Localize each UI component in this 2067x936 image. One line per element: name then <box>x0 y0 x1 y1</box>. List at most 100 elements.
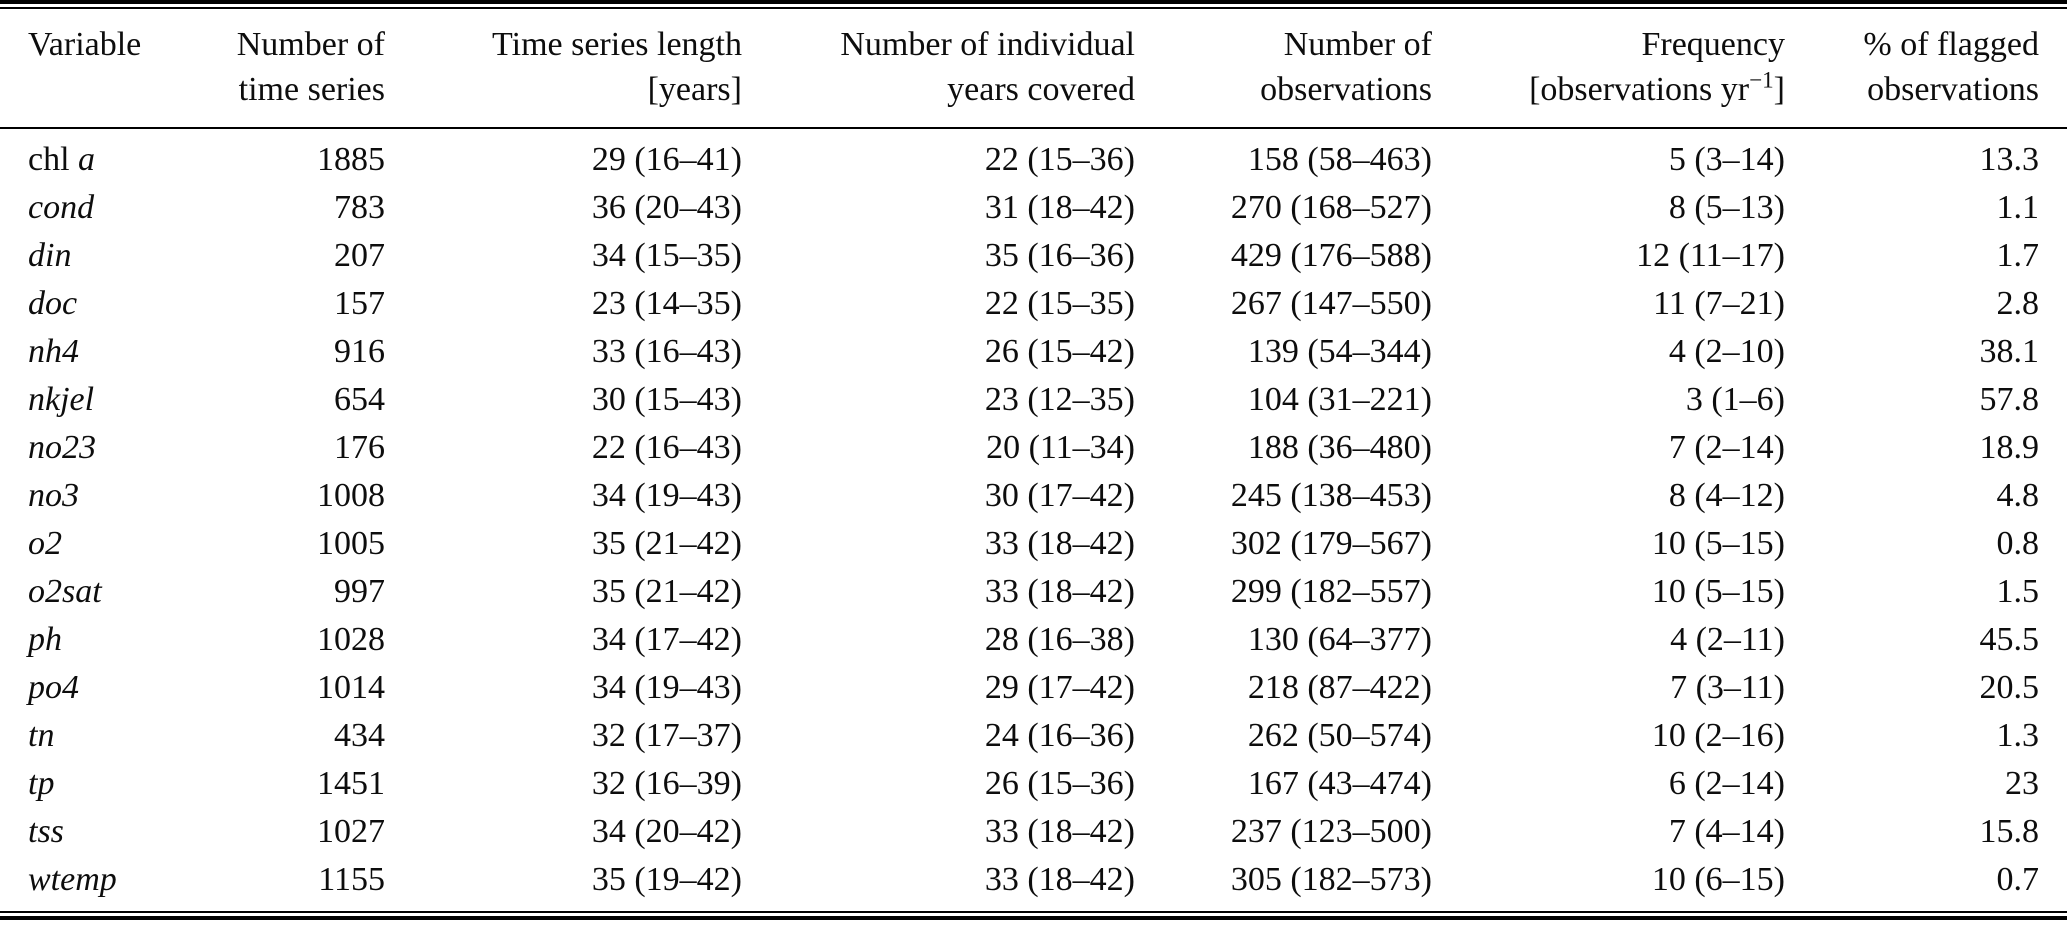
header-years-covered: Number of individual years covered <box>742 9 1135 129</box>
cell-frequency: 7 (2–14) <box>1668 429 1785 466</box>
cell-pct-flagged: 18.9 <box>1979 429 2040 466</box>
variable-name: a <box>78 141 96 178</box>
cell-years-covered: 33 (18–42) <box>984 813 1135 850</box>
cell-time-series-length: 33 (16–43) <box>591 333 742 370</box>
cell-num-observations: 158 (58–463) <box>1247 141 1432 178</box>
cell-pct-flagged: 0.8 <box>1996 525 2040 562</box>
cell-time-series-length: 22 (16–43) <box>591 429 742 466</box>
cell-num-observations: 167 (43–474) <box>1247 765 1432 802</box>
variable-name: o2sat <box>28 573 102 610</box>
cell-pct-flagged: 23 <box>2005 765 2039 802</box>
table-row: wtemp 1155 35 (19–42) 33 (18–42) 305 (18… <box>0 856 2067 911</box>
cell-frequency: 6 (2–14) <box>1668 765 1785 802</box>
table-header: Variable Number of time series Time seri… <box>0 9 2067 129</box>
table-row: din 207 34 (15–35) 35 (16–36) 429 (176–5… <box>0 232 2067 280</box>
summary-statistics-table: Variable Number of time series Time seri… <box>0 9 2067 911</box>
header-pct-flagged: % of flagged observations <box>1785 9 2067 129</box>
cell-time-series-length: 32 (17–37) <box>591 717 742 754</box>
variable-name: po4 <box>28 669 79 706</box>
variable-name: tn <box>28 717 55 754</box>
cell-pct-flagged: 15.8 <box>1979 813 2040 850</box>
cell-frequency: 10 (6–15) <box>1651 861 1785 898</box>
cell-variable: no23 <box>0 424 185 472</box>
cell-num-time-series: 654 <box>334 381 385 418</box>
cell-frequency: 11 (7–21) <box>1653 285 1785 322</box>
header-variable: Variable <box>0 9 185 129</box>
cell-num-time-series: 997 <box>334 573 385 610</box>
variable-prefix: chl <box>28 141 79 178</box>
variable-name: no3 <box>28 477 79 514</box>
cell-frequency: 8 (5–13) <box>1668 189 1785 226</box>
cell-num-observations: 218 (87–422) <box>1247 669 1432 706</box>
table-row: o2sat 997 35 (21–42) 33 (18–42) 299 (182… <box>0 568 2067 616</box>
table-row: nkjel 654 30 (15–43) 23 (12–35) 104 (31–… <box>0 376 2067 424</box>
table-row: tn 434 32 (17–37) 24 (16–36) 262 (50–574… <box>0 712 2067 760</box>
variable-name: o2 <box>28 525 62 562</box>
cell-num-observations: 237 (123–500) <box>1230 813 1432 850</box>
cell-years-covered: 33 (18–42) <box>984 573 1135 610</box>
cell-num-time-series: 1027 <box>317 813 385 850</box>
cell-variable: doc <box>0 280 185 328</box>
cell-num-observations: 262 (50–574) <box>1247 717 1432 754</box>
header-num-series-line1: Number of <box>236 26 385 63</box>
cell-num-observations: 104 (31–221) <box>1247 381 1432 418</box>
header-row: Variable Number of time series Time seri… <box>0 9 2067 129</box>
cell-years-covered: 30 (17–42) <box>984 477 1135 514</box>
cell-frequency: 10 (5–15) <box>1651 525 1785 562</box>
header-length-line2: [years] <box>647 71 742 108</box>
header-obs-line2: observations <box>1260 71 1432 108</box>
variable-name: nh4 <box>28 333 79 370</box>
cell-pct-flagged: 1.3 <box>1996 717 2040 754</box>
cell-pct-flagged: 13.3 <box>1979 141 2040 178</box>
cell-years-covered: 24 (16–36) <box>984 717 1135 754</box>
cell-frequency: 5 (3–14) <box>1668 141 1785 178</box>
cell-time-series-length: 23 (14–35) <box>591 285 742 322</box>
table-row: o2 1005 35 (21–42) 33 (18–42) 302 (179–5… <box>0 520 2067 568</box>
cell-frequency: 10 (5–15) <box>1651 573 1785 610</box>
header-flagged-line2: observations <box>1867 71 2039 108</box>
cell-frequency: 3 (1–6) <box>1685 381 1785 418</box>
header-variable-label: Variable <box>28 26 142 63</box>
header-length-line1: Time series length <box>492 26 742 63</box>
header-num-observations: Number of observations <box>1135 9 1432 129</box>
cell-num-time-series: 157 <box>334 285 385 322</box>
cell-years-covered: 33 (18–42) <box>984 861 1135 898</box>
table-row: doc 157 23 (14–35) 22 (15–35) 267 (147–5… <box>0 280 2067 328</box>
table-row: po4 1014 34 (19–43) 29 (17–42) 218 (87–4… <box>0 664 2067 712</box>
cell-pct-flagged: 57.8 <box>1979 381 2040 418</box>
cell-years-covered: 20 (11–34) <box>986 429 1135 466</box>
cell-num-time-series: 1155 <box>318 861 385 898</box>
cell-years-covered: 28 (16–38) <box>984 621 1135 658</box>
cell-time-series-length: 35 (21–42) <box>591 525 742 562</box>
cell-variable: o2 <box>0 520 185 568</box>
cell-num-observations: 188 (36–480) <box>1247 429 1432 466</box>
cell-variable: ph <box>0 616 185 664</box>
variable-name: no23 <box>28 429 96 466</box>
cell-num-time-series: 207 <box>334 237 385 274</box>
cell-variable: o2sat <box>0 568 185 616</box>
cell-pct-flagged: 1.1 <box>1996 189 2040 226</box>
header-time-series-length: Time series length [years] <box>385 9 742 129</box>
table-row: no23 176 22 (16–43) 20 (11–34) 188 (36–4… <box>0 424 2067 472</box>
cell-time-series-length: 34 (19–43) <box>591 477 742 514</box>
cell-num-observations: 305 (182–573) <box>1230 861 1432 898</box>
cell-num-time-series: 434 <box>334 717 385 754</box>
cell-time-series-length: 32 (16–39) <box>591 765 742 802</box>
cell-time-series-length: 29 (16–41) <box>591 141 742 178</box>
cell-years-covered: 29 (17–42) <box>984 669 1135 706</box>
cell-frequency: 7 (3–11) <box>1670 669 1785 706</box>
cell-pct-flagged: 45.5 <box>1979 621 2040 658</box>
cell-num-time-series: 176 <box>334 429 385 466</box>
cell-num-observations: 429 (176–588) <box>1230 237 1432 274</box>
cell-num-observations: 245 (138–453) <box>1230 477 1432 514</box>
cell-variable: tn <box>0 712 185 760</box>
cell-time-series-length: 36 (20–43) <box>591 189 742 226</box>
cell-frequency: 4 (2–10) <box>1668 333 1785 370</box>
cell-pct-flagged: 38.1 <box>1979 333 2040 370</box>
cell-variable: nh4 <box>0 328 185 376</box>
table-row: chl a 1885 29 (16–41) 22 (15–36) 158 (58… <box>0 128 2067 184</box>
cell-time-series-length: 34 (20–42) <box>591 813 742 850</box>
table-row: cond 783 36 (20–43) 31 (18–42) 270 (168–… <box>0 184 2067 232</box>
cell-variable: wtemp <box>0 856 185 911</box>
cell-frequency: 10 (2–16) <box>1651 717 1785 754</box>
